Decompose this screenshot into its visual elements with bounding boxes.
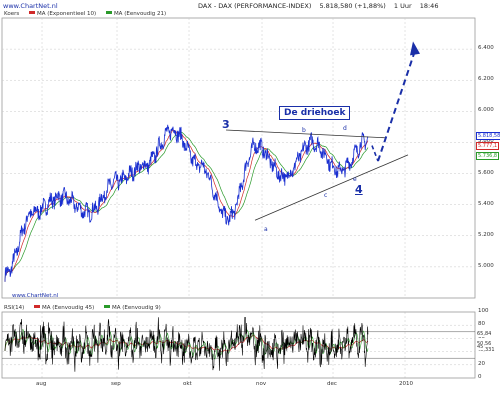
price-ytick-label: 5.400: [478, 200, 494, 207]
x-axis-label: nov: [256, 381, 267, 387]
price-tag: 5.777,1: [476, 142, 500, 150]
legend-ma-exp-swatch: [28, 11, 35, 14]
x-axis-label: 2010: [399, 381, 413, 387]
x-axis-label: okt: [183, 381, 192, 387]
rsi-ytick-label: 80: [478, 321, 485, 328]
triangle-lower-line: [254, 154, 409, 221]
rsi-value-tag: 45: [476, 344, 485, 351]
price-ytick-label: 5.200: [478, 231, 494, 238]
point-b-label: b: [302, 127, 306, 134]
legend-ma-exp: MA (Exponentieel 10): [36, 11, 97, 17]
x-axis-label: aug: [36, 381, 47, 387]
point-a-label: a: [264, 226, 268, 233]
price-ytick-label: 6.000: [478, 107, 494, 114]
series-ma-exp-10: [4, 129, 369, 282]
wave-3-label: 3: [222, 118, 230, 131]
rsi-ma-9: [4, 329, 369, 360]
price-tag: 5.736,8: [476, 152, 500, 161]
instrument-name: DAX - DAX (PERFORMANCE-INDEX): [198, 2, 312, 10]
projection-arrow-line: [377, 50, 416, 162]
series-koers: [4, 124, 369, 282]
rsi-ytick-label: 100: [478, 308, 489, 314]
price-ytick-label: 5.000: [478, 262, 494, 269]
price-ytick-label: 5.800: [478, 138, 494, 144]
triangle-title-box: De driehoek: [279, 106, 351, 120]
rsi-value-tag: 65,84: [476, 330, 493, 337]
price-series: [4, 124, 369, 282]
rsi-value-tag: 40,331: [476, 347, 496, 354]
projection-e-leg: [371, 145, 379, 162]
price-panel: [1, 17, 476, 299]
legend-rsi-ma45: MA (Eenvoudig 45): [41, 305, 95, 311]
rsi-ytick-label: 60: [478, 334, 485, 341]
watermark: www.ChartNet.nl: [12, 293, 59, 299]
legend-ma-simple-swatch: [105, 11, 112, 14]
last-value: 5.818,580: [319, 2, 353, 10]
rsi-value-tag: 50,56: [476, 340, 493, 347]
time: 18:46: [419, 2, 439, 10]
wave-4-label: 4: [355, 183, 363, 196]
interval: 1 Uur: [393, 2, 412, 10]
x-axis-label: dec: [327, 381, 337, 387]
rsi-series: [4, 317, 369, 372]
series-rsi: [4, 317, 369, 372]
site-url: www.ChartNet.nl: [3, 2, 58, 10]
rsi-ytick-label: 0: [478, 374, 482, 380]
triangle-upper-line: [225, 129, 386, 139]
price-tag: 5.818,58: [476, 131, 500, 140]
point-c-label: c: [324, 192, 328, 199]
point-d-label: d: [343, 125, 347, 132]
rsi-ytick-label: 20: [478, 360, 485, 367]
legend-koers: Koers: [4, 11, 20, 17]
rsi-panel: [1, 311, 476, 379]
series-ma-simple-21: [4, 131, 369, 282]
legend-rsi-ma45-swatch: [33, 305, 40, 308]
price-ytick-label: 6.200: [478, 76, 494, 83]
projection-arrowhead-icon: [410, 41, 420, 56]
rsi-legend: RSI(14) MA (Eenvoudig 45) MA (Eenvoudig …: [4, 305, 161, 311]
price-ytick-label: 6.400: [478, 45, 494, 52]
x-axis-label: sep: [111, 381, 121, 387]
price-legend: Koers MA (Exponentieel 10) MA (Eenvoudig…: [4, 11, 166, 17]
legend-rsi-ma9: MA (Eenvoudig 9): [112, 305, 161, 311]
price-ytick-label: 5.600: [478, 169, 494, 176]
legend-ma-simple: MA (Eenvoudig 21): [113, 11, 167, 17]
point-e-label: e: [353, 176, 357, 183]
legend-rsi-ma9-swatch: [104, 305, 110, 308]
wave-annotations: [225, 41, 420, 221]
legend-rsi: RSI(14): [4, 305, 25, 311]
chart-title: DAX - DAX (PERFORMANCE-INDEX) 5.818,580 …: [198, 2, 438, 10]
change-value: (+1,88%): [354, 2, 386, 10]
